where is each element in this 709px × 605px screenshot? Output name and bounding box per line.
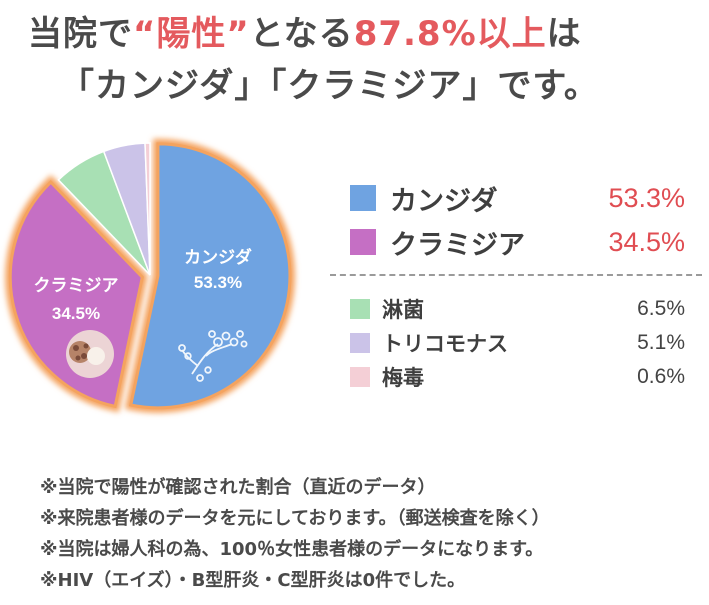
pie-slice-梅毒 bbox=[144, 142, 151, 276]
pie-labels: カンジダ 53.3% クラミジア 34.5% bbox=[34, 247, 252, 323]
legend-item-chlamydia: クラミジア 34.5% bbox=[350, 224, 700, 261]
slice-value-chlamydia: 34.5% bbox=[52, 304, 100, 323]
footnote: ※当院で陽性が確認された割合（直近のデータ） bbox=[40, 477, 436, 498]
headline-line-2: 「カンジダ」「クラミジア」です。 bbox=[60, 66, 599, 106]
legend-label: クラミジア bbox=[390, 229, 525, 261]
slice-label-chlamydia: クラミジア bbox=[34, 276, 119, 296]
legend-item-syphilis: 梅毒 0.6% bbox=[350, 362, 700, 392]
pie-slice-カンジダ bbox=[129, 142, 292, 410]
candida-illustration bbox=[178, 330, 248, 382]
legend-value: 5.1% bbox=[637, 331, 685, 354]
headline-text: 当院で bbox=[28, 14, 133, 54]
headline-highlight: “陽性” bbox=[133, 14, 250, 54]
legend-swatch bbox=[350, 299, 370, 319]
legend-divider bbox=[330, 274, 702, 276]
legend-value: 6.5% bbox=[637, 297, 685, 320]
slice-label-candida: カンジダ bbox=[184, 247, 252, 268]
legend-item-trichomonas: トリコモナス 5.1% bbox=[350, 328, 700, 358]
chlamydia-illustration bbox=[66, 330, 114, 378]
headline-line-1: 当院で“陽性”となる87.8%以上は bbox=[28, 6, 582, 55]
legend-item-gonorrhea: 淋菌 6.5% bbox=[350, 294, 700, 324]
legend-swatch bbox=[350, 333, 370, 353]
legend-value: 53.3% bbox=[608, 182, 685, 213]
legend-item-candida: カンジダ 53.3% bbox=[350, 180, 700, 217]
legend-label: カンジダ bbox=[390, 185, 498, 217]
legend-swatch bbox=[350, 185, 376, 211]
legend-label: 梅毒 bbox=[382, 366, 424, 390]
headline-text: は bbox=[546, 14, 582, 54]
legend-swatch bbox=[350, 367, 370, 387]
pie-decorations bbox=[66, 330, 248, 382]
footnote: ※来院患者様のデータを元にしております。（郵送検査を除く） bbox=[40, 508, 550, 529]
footnote: ※当院は婦人科の為、100％女性患者様のデータになります。 bbox=[40, 539, 544, 560]
slice-value-candida: 53.3% bbox=[194, 273, 242, 292]
headline-percent: 87.8%以上 bbox=[353, 14, 547, 54]
legend-label: トリコモナス bbox=[382, 332, 508, 356]
legend-value: 0.6% bbox=[637, 365, 685, 388]
headline-text: となる bbox=[249, 14, 354, 54]
legend-label: 淋菌 bbox=[382, 298, 424, 322]
footnotes: ※当院で陽性が確認された割合（直近のデータ） ※来院患者様のデータを元にしており… bbox=[40, 472, 700, 596]
footnote: ※HIV（エイズ）・B型肝炎・C型肝炎は0件でした。 bbox=[40, 570, 466, 591]
pie-chart: カンジダ 53.3% クラミジア 34.5% bbox=[5, 138, 295, 413]
legend-value: 34.5% bbox=[608, 226, 685, 257]
legend-swatch bbox=[350, 229, 376, 255]
